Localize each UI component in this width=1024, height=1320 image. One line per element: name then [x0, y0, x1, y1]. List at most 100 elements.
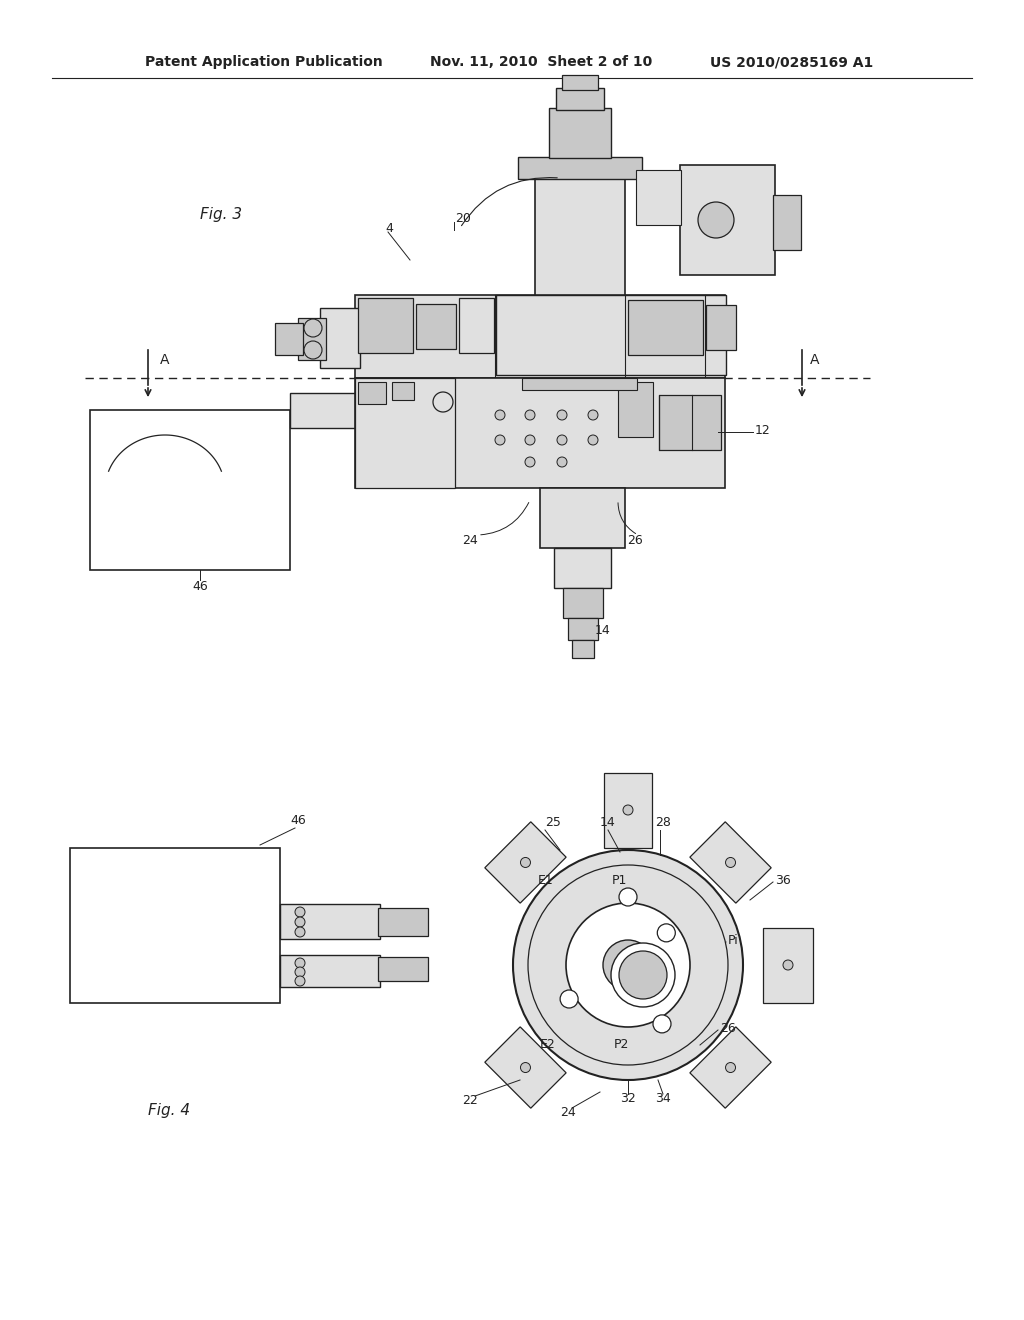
Text: 24: 24 [462, 533, 478, 546]
Circle shape [611, 942, 675, 1007]
Bar [628, 300, 703, 355]
Bar [706, 305, 736, 350]
Circle shape [525, 436, 535, 445]
Text: Fig. 3: Fig. 3 [200, 207, 242, 223]
Circle shape [520, 1063, 530, 1073]
Bar [358, 381, 386, 404]
Bar [90, 411, 290, 570]
Circle shape [618, 950, 667, 999]
Circle shape [618, 888, 637, 906]
Bar [459, 298, 494, 352]
Bar [556, 88, 604, 110]
Circle shape [698, 202, 734, 238]
Polygon shape [484, 822, 566, 903]
Circle shape [588, 411, 598, 420]
Bar [358, 298, 413, 352]
Circle shape [495, 436, 505, 445]
Circle shape [726, 1063, 735, 1073]
Bar [70, 847, 280, 1003]
Bar [618, 381, 653, 437]
Circle shape [520, 858, 530, 867]
Text: 22: 22 [462, 1093, 478, 1106]
Circle shape [588, 436, 598, 445]
Polygon shape [690, 822, 771, 903]
Circle shape [295, 958, 305, 968]
Bar [636, 170, 681, 224]
Polygon shape [604, 772, 652, 847]
Bar [392, 381, 414, 400]
Text: 26: 26 [720, 1022, 736, 1035]
Circle shape [525, 457, 535, 467]
Circle shape [528, 865, 728, 1065]
Circle shape [295, 907, 305, 917]
Circle shape [557, 457, 567, 467]
Bar [378, 957, 428, 981]
Text: 20: 20 [455, 211, 471, 224]
Polygon shape [763, 928, 813, 1002]
Bar [554, 548, 611, 587]
Text: 25: 25 [545, 817, 561, 829]
Circle shape [557, 411, 567, 420]
Text: US 2010/0285169 A1: US 2010/0285169 A1 [710, 55, 873, 69]
Polygon shape [690, 1027, 771, 1109]
Circle shape [657, 924, 675, 942]
Text: 46: 46 [290, 813, 306, 826]
Circle shape [726, 858, 735, 867]
Circle shape [783, 960, 793, 970]
Text: Fig. 4: Fig. 4 [148, 1102, 190, 1118]
Text: A: A [810, 352, 820, 367]
Bar [680, 165, 775, 275]
Bar [275, 323, 303, 355]
Bar [290, 393, 360, 428]
Circle shape [433, 392, 453, 412]
Bar [355, 378, 725, 488]
Text: 26: 26 [627, 533, 643, 546]
Circle shape [295, 975, 305, 986]
Bar [773, 195, 801, 249]
Circle shape [295, 968, 305, 977]
Circle shape [295, 927, 305, 937]
Text: 34: 34 [655, 1092, 671, 1105]
Bar [496, 294, 726, 375]
Circle shape [525, 411, 535, 420]
Text: A: A [160, 352, 170, 367]
Text: 14: 14 [595, 623, 610, 636]
Circle shape [295, 917, 305, 927]
Bar [416, 304, 456, 348]
Text: P1: P1 [612, 874, 628, 887]
Circle shape [560, 990, 579, 1008]
Bar [280, 954, 380, 987]
Bar [319, 308, 360, 368]
Bar [572, 640, 594, 657]
Text: Pi: Pi [728, 933, 738, 946]
Bar [562, 75, 598, 90]
Bar [659, 395, 721, 450]
Circle shape [513, 850, 743, 1080]
Circle shape [566, 903, 690, 1027]
Text: P2: P2 [614, 1039, 630, 1052]
Bar [518, 157, 642, 180]
Text: E2: E2 [540, 1039, 556, 1052]
Text: 46: 46 [193, 579, 208, 593]
Bar [522, 378, 637, 389]
Text: 24: 24 [560, 1106, 575, 1118]
Text: 14: 14 [600, 817, 615, 829]
Bar [563, 587, 603, 618]
Circle shape [495, 411, 505, 420]
Text: 28: 28 [655, 817, 671, 829]
Bar [549, 108, 611, 158]
Text: 4: 4 [385, 222, 393, 235]
Bar [568, 618, 598, 640]
Bar [280, 904, 380, 939]
Text: Patent Application Publication: Patent Application Publication [145, 55, 383, 69]
Bar [540, 488, 625, 548]
Polygon shape [484, 1027, 566, 1109]
Bar [355, 378, 455, 488]
Bar [535, 176, 625, 294]
Bar [355, 294, 725, 378]
Circle shape [557, 436, 567, 445]
Circle shape [623, 805, 633, 814]
Circle shape [653, 1015, 671, 1032]
Bar [378, 908, 428, 936]
Text: Nov. 11, 2010  Sheet 2 of 10: Nov. 11, 2010 Sheet 2 of 10 [430, 55, 652, 69]
